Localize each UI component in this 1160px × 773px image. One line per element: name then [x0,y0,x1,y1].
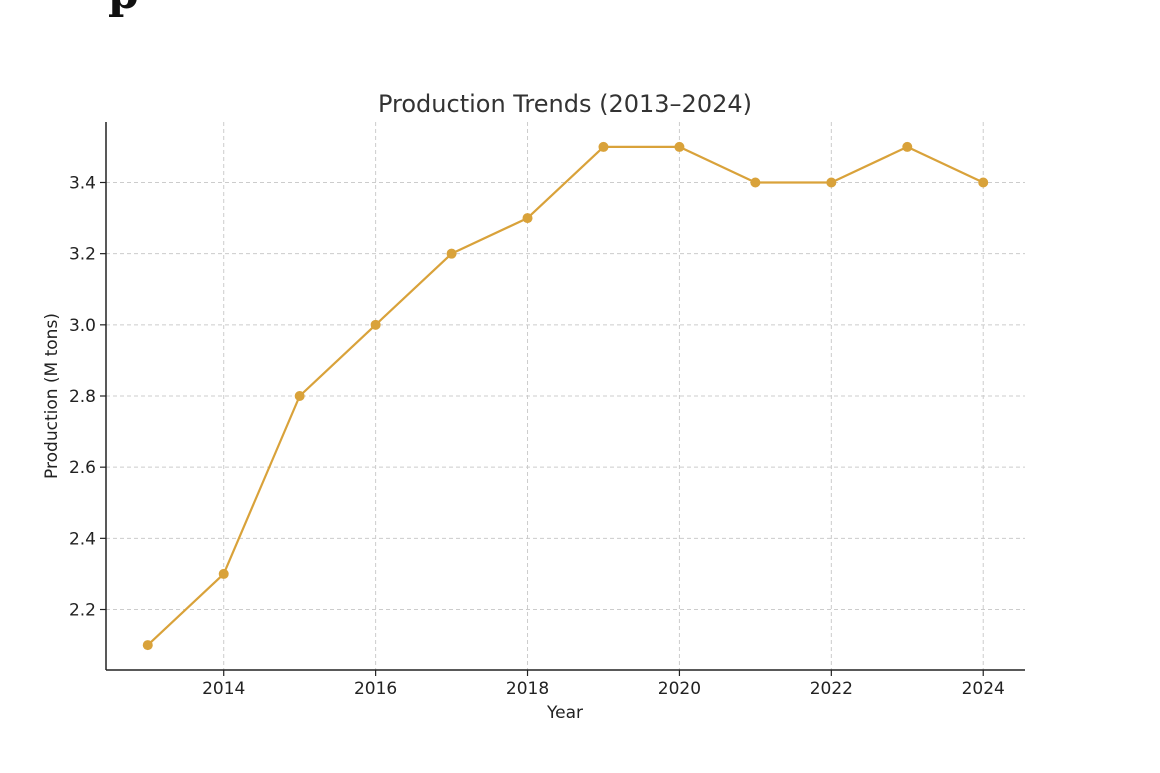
data-point [294,391,305,401]
series-layer [142,141,989,651]
grid [106,122,1025,670]
x-tick-label: 2014 [202,679,245,699]
y-tick-label: 2.4 [69,529,96,549]
y-tick-label: 3.0 [69,316,96,336]
data-point [142,640,153,651]
y-tick-label: 2.6 [69,458,96,478]
data-point [446,248,457,259]
y-axis-title: Production (M tons) [42,313,62,479]
data-point [978,177,989,188]
data-point [750,177,761,188]
x-tick-label: 2020 [658,679,701,699]
y-tick-label: 3.4 [69,173,96,193]
series-line [147,145,984,646]
data-point [674,141,685,152]
data-point [598,141,609,152]
x-axis-title: Year [546,703,583,723]
data-point [218,568,229,579]
data-point [370,319,381,330]
data-point [902,141,913,152]
x-tick-label: 2018 [506,679,549,699]
y-tick-label: 3.2 [69,245,96,265]
data-point [522,213,533,224]
y-tick-label: 2.8 [69,387,96,407]
x-tick-label: 2016 [354,679,397,699]
x-tick-label: 2022 [810,679,853,699]
partial-heading: p [108,0,139,16]
x-tick-label: 2024 [962,679,1005,699]
y-tick-label: 2.2 [69,601,96,621]
data-point [826,177,837,188]
ticks: 2014 2016 2018 2020 2022 2024 2.2 2.4 2.6 2.8 3.0 3… [69,173,1005,699]
chart-title: Production Trends (2013–2024) [378,90,752,118]
axes [105,122,1025,671]
